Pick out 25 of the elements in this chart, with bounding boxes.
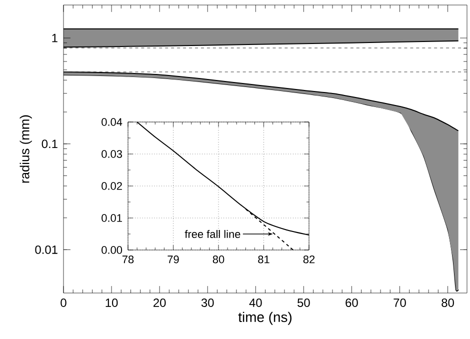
y-tick-label: 0.1 — [42, 140, 58, 148]
y-tick-label: 0.03 — [102, 150, 122, 158]
y-tick-label: 0.02 — [102, 182, 122, 190]
x-tick-label: 20 — [154, 298, 166, 307]
y-axis-title: radius (mm) — [20, 115, 32, 183]
annotation: free fall line — [184, 230, 240, 238]
x-tick-label: 82 — [303, 256, 315, 264]
x-tick-label: 10 — [106, 298, 118, 307]
x-tick-label: 0 — [60, 298, 66, 307]
x-tick-label: 40 — [249, 298, 262, 307]
x-tick-label: 60 — [346, 298, 358, 307]
x-tick-label: 80 — [212, 256, 224, 264]
x-tick-label: 81 — [258, 256, 270, 264]
x-tick-label: 70 — [394, 298, 406, 307]
y-tick-label: 0.00 — [102, 246, 122, 254]
x-tick-label: 79 — [168, 256, 179, 264]
y-tick-label: 1 — [52, 34, 58, 42]
x-tick-label: 30 — [201, 298, 214, 307]
y-tick-label: 0.01 — [35, 245, 58, 254]
x-axis-title: time (ns) — [238, 312, 292, 325]
x-tick-label: 78 — [122, 256, 134, 264]
y-tick-label: 0.01 — [102, 214, 122, 222]
x-tick-label: 80 — [442, 298, 454, 307]
x-tick-label: 50 — [298, 298, 310, 307]
y-tick-label: 0.04 — [102, 118, 122, 126]
